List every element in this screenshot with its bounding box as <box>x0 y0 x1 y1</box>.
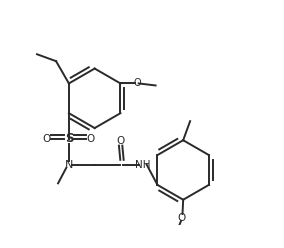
Text: O: O <box>178 213 186 223</box>
Text: S: S <box>65 132 73 145</box>
Text: O: O <box>116 136 125 146</box>
Text: O: O <box>133 78 141 89</box>
Text: NH: NH <box>135 159 150 170</box>
Text: N: N <box>65 159 73 170</box>
Text: O: O <box>43 134 51 144</box>
Text: O: O <box>87 134 95 144</box>
